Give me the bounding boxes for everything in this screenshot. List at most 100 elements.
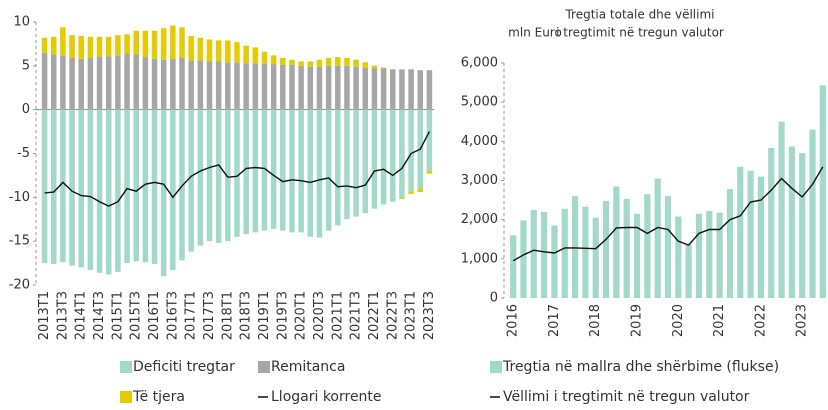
bar bbox=[234, 109, 240, 237]
bar bbox=[105, 109, 112, 275]
bar bbox=[105, 36, 112, 57]
bar bbox=[426, 70, 433, 110]
bar bbox=[390, 109, 396, 202]
legend-label: Llogari korrente bbox=[271, 389, 382, 405]
bar bbox=[124, 34, 130, 54]
bar bbox=[50, 36, 57, 55]
y-tick-label: 4,000 bbox=[461, 134, 498, 149]
bar bbox=[41, 109, 48, 264]
bar bbox=[520, 220, 527, 298]
x-tick-label: 2018 bbox=[588, 304, 603, 337]
x-tick-label: 2018T3 bbox=[239, 291, 254, 340]
bar bbox=[613, 186, 620, 298]
bar bbox=[788, 146, 795, 298]
bar bbox=[747, 170, 754, 298]
bar bbox=[179, 57, 185, 110]
y-tick-label: 1,000 bbox=[461, 251, 498, 266]
y-axis-label: mln Euro bbox=[508, 26, 562, 40]
bar bbox=[243, 45, 249, 64]
line bbox=[512, 166, 824, 262]
bar bbox=[41, 37, 48, 53]
bar bbox=[778, 121, 785, 298]
bar bbox=[188, 36, 194, 61]
bar bbox=[115, 35, 121, 56]
bar bbox=[633, 213, 641, 298]
y-tick-label: 5 bbox=[22, 58, 30, 73]
legend-label: Tregtia në mallra dhe shërbime (flukse) bbox=[502, 359, 779, 375]
x-tick-label: 2014T3 bbox=[92, 291, 107, 340]
y-tick-label: -10 bbox=[9, 190, 30, 205]
x-tick-label: 2021T1 bbox=[330, 291, 345, 340]
bar bbox=[399, 69, 405, 110]
legend-label: Vëllimi i tregtimit në tregun valutor bbox=[503, 389, 750, 405]
bar bbox=[572, 196, 579, 298]
bar bbox=[133, 54, 139, 110]
bar bbox=[408, 109, 414, 192]
bar bbox=[335, 65, 341, 110]
y-tick-label: 3,000 bbox=[461, 173, 498, 188]
bar bbox=[151, 30, 158, 59]
y-tick-label: -5 bbox=[17, 146, 30, 161]
x-tick-label: 2017T3 bbox=[202, 291, 217, 340]
line bbox=[44, 131, 431, 207]
bar bbox=[96, 36, 103, 58]
bar bbox=[380, 68, 387, 110]
bar bbox=[530, 209, 537, 298]
bar bbox=[96, 109, 103, 273]
bar bbox=[197, 60, 204, 110]
bar bbox=[78, 36, 84, 59]
x-tick-label: 2015T1 bbox=[110, 291, 125, 340]
bar bbox=[316, 109, 323, 238]
bar bbox=[316, 59, 323, 67]
bar bbox=[289, 59, 295, 65]
bar bbox=[225, 62, 231, 110]
bar bbox=[124, 109, 130, 264]
x-tick-label: 2021T3 bbox=[349, 291, 364, 340]
x-tick-label: 2023 bbox=[795, 304, 810, 337]
bar bbox=[809, 129, 816, 298]
bar bbox=[298, 65, 304, 110]
bar bbox=[243, 63, 249, 110]
bar bbox=[307, 109, 314, 237]
bar bbox=[757, 176, 764, 298]
bar bbox=[408, 69, 414, 110]
bar bbox=[371, 68, 378, 110]
bar bbox=[151, 109, 158, 264]
bar bbox=[510, 235, 517, 298]
bar bbox=[726, 189, 734, 298]
bar bbox=[261, 109, 268, 231]
bar bbox=[325, 57, 332, 66]
bar bbox=[170, 25, 176, 59]
x-tick-label: 2016 bbox=[506, 304, 521, 337]
bar bbox=[592, 217, 599, 298]
bar bbox=[541, 211, 548, 298]
bar bbox=[188, 109, 194, 252]
bar bbox=[170, 58, 176, 110]
bar bbox=[380, 67, 387, 69]
x-tick-label: 2021 bbox=[712, 304, 727, 337]
x-tick-label: 2023T1 bbox=[404, 291, 419, 340]
bar bbox=[298, 109, 304, 233]
bar bbox=[69, 109, 75, 266]
bar bbox=[602, 200, 610, 298]
bar bbox=[768, 147, 775, 298]
x-tick-label: 2019T1 bbox=[257, 291, 272, 340]
x-tick-label: 2022 bbox=[753, 304, 768, 337]
bar bbox=[225, 40, 231, 63]
bar bbox=[582, 206, 589, 298]
bar bbox=[280, 57, 286, 65]
bar bbox=[380, 109, 387, 205]
legend-swatch bbox=[258, 361, 270, 373]
bar bbox=[151, 58, 158, 110]
y-tick-label: 0 bbox=[22, 102, 30, 117]
bar bbox=[225, 109, 231, 242]
bar bbox=[335, 57, 341, 66]
bar bbox=[664, 196, 672, 298]
x-tick-label: 2017 bbox=[547, 304, 562, 337]
bar bbox=[234, 42, 240, 63]
y-tick-label: 5,000 bbox=[461, 95, 498, 110]
bar bbox=[197, 37, 204, 61]
x-tick-label: 2020T1 bbox=[294, 291, 309, 340]
x-tick-label: 2023T3 bbox=[422, 291, 437, 340]
